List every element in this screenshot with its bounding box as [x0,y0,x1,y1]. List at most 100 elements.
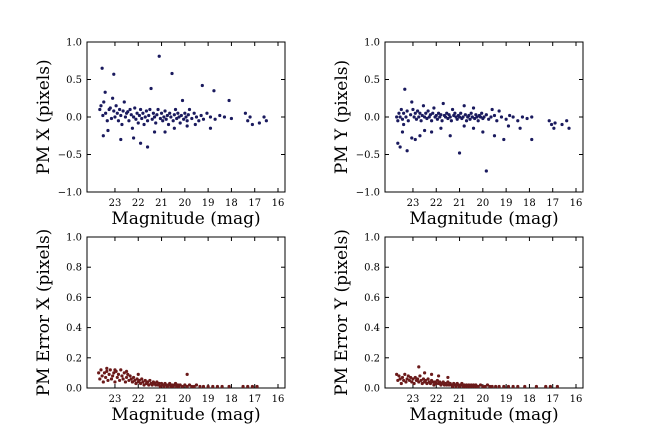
data-point [395,115,399,119]
data-point [125,111,129,115]
data-point [412,381,416,386]
data-point [492,134,497,138]
data-point [164,117,168,121]
data-point [481,130,485,134]
data-point [473,116,477,121]
data-point [417,365,421,369]
data-point [417,380,421,384]
data-point [104,375,108,380]
data-point [423,115,427,119]
data-point [416,109,420,113]
data-point [145,145,150,149]
data-point [547,119,551,123]
data-point [172,113,176,117]
x-tick-label: 23 [109,394,122,405]
data-point [185,119,189,123]
data-point [419,378,423,383]
data-point [450,107,455,112]
data-point [136,372,140,377]
data-point [173,381,178,386]
data-point [399,381,403,386]
data-point [476,384,480,389]
x-tick-label: 21 [155,394,168,405]
data-point [137,378,142,383]
data-point [192,384,196,389]
data-point [154,121,158,125]
points [395,87,571,173]
data-point [530,137,534,142]
data-point [497,384,501,389]
data-point [129,377,133,381]
data-point [410,380,414,384]
data-point [120,374,124,378]
data-point [248,115,252,119]
data-point [467,113,471,118]
data-point [127,378,131,383]
data-point [453,111,457,115]
data-point [187,107,192,112]
ticks: 23 22 21 20 19 18 17 16 0.0 0.2 0.4 0.6 0.8 1.0 [66,233,285,405]
data-point [457,151,462,155]
y-axis-label: PM Y (pixels) [332,60,352,174]
data-point [460,381,464,386]
data-point [420,381,424,386]
data-point [105,366,109,370]
data-point [128,107,132,112]
data-point [208,115,213,119]
data-point [121,109,125,113]
data-point [511,115,515,119]
data-point [151,111,155,115]
data-point [434,113,438,118]
data-point [478,383,483,387]
data-point [185,384,189,389]
data-point [112,72,116,76]
data-point [113,368,117,372]
data-point [445,383,449,387]
ticks: 23 22 21 20 19 18 17 16 −1.0 −0.5 0.0 0.5 1.0 [58,38,285,209]
data-point [156,107,160,112]
data-point [481,384,485,389]
data-point [428,113,433,117]
data-point [140,116,144,121]
data-point [446,375,450,380]
data-point [115,375,119,380]
data-point [122,371,126,375]
data-point [396,141,400,145]
data-point [264,119,268,123]
data-point [436,111,441,115]
data-point [213,117,217,121]
data-point [412,115,416,119]
x-tick-label: 22 [132,394,145,405]
data-point [201,384,206,389]
data-point [429,130,434,134]
data-point [423,371,427,375]
data-point [548,384,552,389]
y-tick-label: 0.6 [66,293,82,304]
data-point [417,115,421,119]
data-point [463,113,467,117]
data-point [454,384,458,389]
data-point [198,384,202,389]
data-point [108,368,112,372]
x-tick-label: 23 [407,394,420,405]
x-tick-label: 21 [453,198,466,209]
data-point [143,378,147,383]
data-point [171,119,175,123]
y-tick-label: 1.0 [364,233,380,244]
data-point [194,383,199,387]
x-tick-label: 16 [272,394,285,405]
data-point [118,107,122,112]
panel-pm-x: 23 22 21 20 19 18 17 16 −1.0 −0.5 0.0 0.5 1.0 Magnit… [34,38,286,229]
data-point [126,372,130,377]
data-point [114,104,118,108]
data-point [120,122,124,127]
data-point [420,113,424,118]
data-point [484,169,488,173]
data-point [170,71,174,76]
y-tick-label: 0.5 [66,75,82,86]
data-point [206,384,210,389]
data-point [143,115,147,119]
y-axis-label: PM Error Y (pixels) [332,229,352,396]
data-point [425,116,429,121]
